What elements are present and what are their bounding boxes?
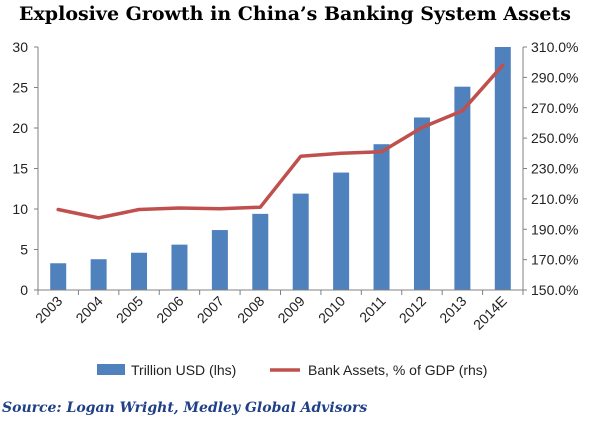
line-path bbox=[56, 63, 505, 220]
right-tick-label: 250.0% bbox=[531, 130, 578, 146]
x-tick-label: 2007 bbox=[194, 293, 227, 326]
left-tick-label: 10 bbox=[12, 201, 28, 217]
x-tick-label: 2008 bbox=[234, 293, 267, 326]
x-axis: 2003 2004 2005 2006 2007 2008 2009 2010 2011 2012… bbox=[32, 289, 524, 333]
bar bbox=[333, 172, 350, 290]
bar bbox=[171, 244, 188, 290]
bar bbox=[494, 47, 511, 290]
x-tick-label: 2005 bbox=[113, 293, 146, 326]
left-tick-label: 15 bbox=[12, 161, 28, 177]
line-series bbox=[56, 63, 505, 220]
left-tick-label: 20 bbox=[12, 120, 28, 136]
right-tick-label: 170.0% bbox=[531, 252, 578, 268]
right-tick-label: 190.0% bbox=[531, 221, 578, 237]
bar bbox=[292, 193, 309, 290]
x-tick-label: 2004 bbox=[72, 293, 105, 326]
left-tick-label: 30 bbox=[12, 39, 28, 55]
bar bbox=[413, 117, 430, 290]
x-tick-label: 2010 bbox=[315, 293, 348, 326]
x-tick-label: 2014E bbox=[470, 293, 510, 333]
legend-bar-swatch bbox=[97, 364, 125, 375]
right-tick-label: 230.0% bbox=[531, 161, 578, 177]
bar bbox=[373, 144, 390, 290]
legend-bar-label: Trillion USD (lhs) bbox=[131, 362, 236, 378]
legend-line-label: Bank Assets, % of GDP (rhs) bbox=[308, 362, 487, 378]
bar bbox=[252, 213, 269, 290]
x-tick-label: 2003 bbox=[32, 293, 65, 326]
source-note: Source: Logan Wright, Medley Global Advi… bbox=[2, 400, 368, 416]
bar-series bbox=[50, 47, 511, 290]
right-axis: 150.0% 170.0% 190.0% 210.0% 230.0% 250.0% 270.… bbox=[522, 39, 578, 298]
x-tick-label: 2011 bbox=[356, 293, 389, 326]
left-tick-label: 25 bbox=[12, 80, 28, 96]
right-tick-label: 210.0% bbox=[531, 191, 578, 207]
x-tick-label: 2012 bbox=[396, 293, 429, 326]
bar bbox=[131, 252, 148, 290]
x-tick-label: 2009 bbox=[274, 293, 307, 326]
bar bbox=[454, 86, 471, 290]
bar bbox=[50, 263, 67, 290]
right-tick-label: 310.0% bbox=[531, 39, 578, 55]
left-axis: 0 5 10 15 20 25 30 bbox=[12, 39, 39, 298]
left-tick-label: 0 bbox=[20, 282, 28, 298]
right-tick-label: 290.0% bbox=[531, 69, 578, 85]
right-tick-label: 270.0% bbox=[531, 100, 578, 116]
chart-title: Explosive Growth in China’s Banking Syst… bbox=[19, 3, 571, 25]
bar bbox=[211, 230, 228, 290]
left-tick-label: 5 bbox=[20, 242, 28, 258]
right-tick-label: 150.0% bbox=[531, 282, 578, 298]
bar bbox=[90, 259, 107, 290]
x-tick-label: 2013 bbox=[436, 293, 469, 326]
legend: Trillion USD (lhs) Bank Assets, % of GDP … bbox=[97, 362, 487, 378]
x-tick-label: 2006 bbox=[153, 293, 186, 326]
